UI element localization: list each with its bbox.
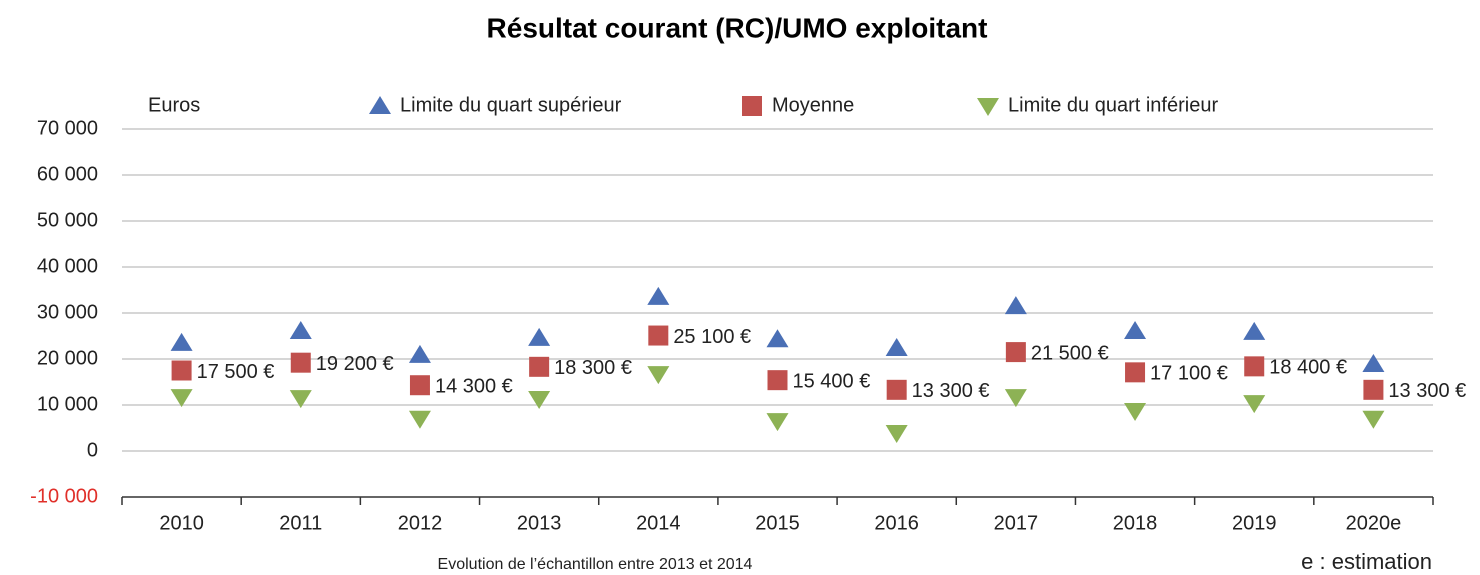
data-point [408,410,431,429]
data-point [766,413,789,432]
data-point [1004,296,1027,315]
data-point [1243,321,1266,340]
data-label: 19 200 € [316,353,394,375]
data-point [1244,356,1265,377]
y-tick-label: 60 000 [37,163,98,185]
data-point [647,366,670,385]
x-tick-label: 2011 [279,512,322,534]
y-tick-label: -10 000 [30,485,98,507]
data-label: 21 500 € [1031,342,1109,364]
data-point [528,327,551,346]
y-tick-label: 30 000 [37,301,98,323]
x-tick-label: 2014 [636,512,681,534]
data-point [885,425,908,444]
legend-marker [742,96,762,116]
data-label: 13 300 € [912,380,990,402]
data-point [1125,362,1146,383]
x-tick-label: 2018 [1113,512,1158,534]
data-label: 25 100 € [673,326,751,348]
data-label: 17 100 € [1150,363,1228,385]
y-tick-label: 50 000 [37,209,98,231]
data-point [1004,389,1027,408]
legend-label: Limite du quart supérieur [400,94,622,116]
data-label: 18 400 € [1269,357,1347,379]
y-axis-label: Euros [148,94,200,116]
x-tick-label: 2017 [994,512,1039,534]
legend-label: Moyenne [772,94,854,116]
y-tick-label: 70 000 [37,117,98,139]
y-tick-label: 40 000 [37,255,98,277]
data-point [766,329,789,348]
data-label: 13 300 € [1388,380,1466,402]
y-tick-label: 0 [87,439,98,461]
data-label: 15 400 € [793,370,871,392]
data-point [170,389,193,408]
legend-marker [977,98,999,116]
x-tick-label: 2010 [159,512,204,534]
data-point [1124,402,1147,421]
data-point [409,375,430,396]
data-label: 18 300 € [554,357,632,379]
data-point [289,390,312,409]
chart-title: Résultat courant (RC)/UMO exploitant [487,12,988,43]
x-tick-label: 2015 [755,512,800,534]
x-tick-label: 2019 [1232,512,1277,534]
data-label: 17 500 € [197,361,275,383]
data-point [885,337,908,356]
data-point [886,379,907,400]
data-point [529,356,550,377]
data-point [1005,342,1026,363]
data-point [1124,320,1147,339]
data-point [1243,395,1266,414]
data-point [289,320,312,339]
data-point [408,344,431,363]
x-tick-label: 2016 [874,512,919,534]
data-point [1363,379,1384,400]
legend-marker [369,96,391,114]
legend-label: Limite du quart inférieur [1008,94,1218,116]
data-label: 14 300 € [435,376,513,398]
data-point [767,370,788,391]
note: Evolution de l’échantillon entre 2013 et… [438,556,753,573]
data-point [1362,354,1385,373]
data-point [170,332,193,351]
y-tick-label: 20 000 [37,347,98,369]
data-point [528,391,551,410]
data-point [648,325,669,346]
footnote: e : estimation [1301,549,1432,574]
y-tick-label: 10 000 [37,393,98,415]
data-point [290,352,311,373]
x-tick-label: 2020e [1346,512,1402,534]
data-point [1362,410,1385,429]
x-tick-label: 2012 [398,512,443,534]
data-point [647,286,670,305]
data-point [171,360,192,381]
x-tick-label: 2013 [517,512,562,534]
